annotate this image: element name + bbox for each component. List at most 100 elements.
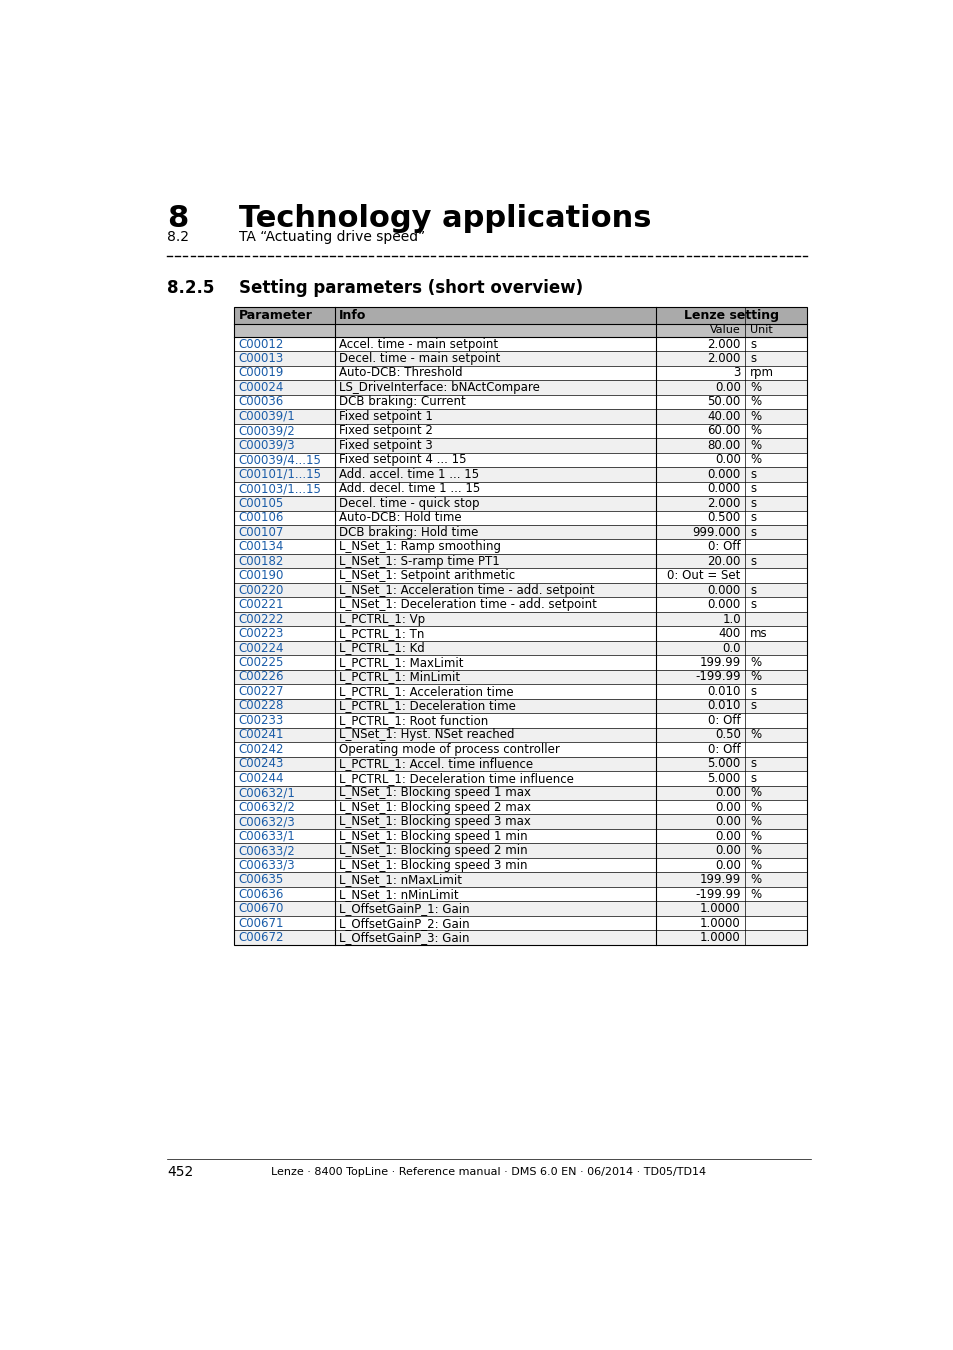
Bar [233, 583, 806, 597]
Bar [233, 351, 806, 366]
Text: L_NSet_1: Blocking speed 3 max: L_NSet_1: Blocking speed 3 max [339, 815, 531, 829]
Text: 50.00: 50.00 [707, 396, 740, 409]
Text: 0: Off: 0: Off [707, 540, 740, 553]
Text: LS_DriveInterface: bNActCompare: LS_DriveInterface: bNActCompare [339, 381, 539, 394]
Text: L_NSet_1: Setpoint arithmetic: L_NSet_1: Setpoint arithmetic [339, 570, 515, 582]
Bar [233, 684, 806, 699]
Bar [233, 930, 806, 945]
Text: C00039/1: C00039/1 [238, 410, 295, 423]
Text: C00039/4...15: C00039/4...15 [238, 454, 321, 466]
Text: s: s [749, 699, 756, 713]
Text: L_NSet_1: Blocking speed 2 min: L_NSet_1: Blocking speed 2 min [339, 844, 527, 857]
Text: 0.00: 0.00 [714, 786, 740, 799]
Text: L_PCTRL_1: Accel. time influence: L_PCTRL_1: Accel. time influence [339, 757, 533, 771]
Text: Operating mode of process controller: Operating mode of process controller [339, 743, 559, 756]
Text: C00106: C00106 [238, 512, 284, 524]
Bar [233, 626, 806, 641]
Text: C00019: C00019 [238, 366, 284, 379]
Text: s: s [749, 468, 756, 481]
Text: L_NSet_1: nMaxLimit: L_NSet_1: nMaxLimit [339, 873, 462, 886]
Bar [233, 439, 806, 452]
Text: s: s [749, 757, 756, 771]
Text: C00633/3: C00633/3 [238, 859, 294, 872]
Bar [233, 381, 806, 394]
Text: %: % [749, 439, 760, 452]
Bar [233, 887, 806, 902]
Text: 20.00: 20.00 [707, 555, 740, 567]
Text: s: s [749, 772, 756, 784]
Text: 0: Off: 0: Off [707, 714, 740, 726]
Text: 8.2.5: 8.2.5 [167, 279, 214, 297]
Text: %: % [749, 424, 760, 437]
Text: 2.000: 2.000 [707, 497, 740, 510]
Text: L_NSet_1: Blocking speed 1 max: L_NSet_1: Blocking speed 1 max [339, 786, 531, 799]
Text: 5.000: 5.000 [707, 757, 740, 771]
Text: Add. accel. time 1 ... 15: Add. accel. time 1 ... 15 [339, 468, 479, 481]
Text: Value: Value [709, 325, 740, 335]
Bar [233, 336, 806, 351]
Bar [233, 554, 806, 568]
Text: Lenze · 8400 TopLine · Reference manual · DMS 6.0 EN · 06/2014 · TD05/TD14: Lenze · 8400 TopLine · Reference manual … [271, 1168, 706, 1177]
Text: rpm: rpm [749, 366, 773, 379]
Text: C00227: C00227 [238, 684, 284, 698]
Bar [233, 713, 806, 728]
Text: s: s [749, 583, 756, 597]
Bar [233, 641, 806, 655]
Bar [233, 756, 806, 771]
Text: C00633/2: C00633/2 [238, 844, 295, 857]
Text: Decel. time - quick stop: Decel. time - quick stop [339, 497, 479, 510]
Bar [233, 482, 806, 495]
Text: L_PCTRL_1: Root function: L_PCTRL_1: Root function [339, 714, 488, 726]
Text: 0.0: 0.0 [721, 641, 740, 655]
Text: Info: Info [339, 309, 366, 321]
Bar [233, 366, 806, 381]
Text: %: % [749, 830, 760, 842]
Text: 199.99: 199.99 [699, 873, 740, 886]
Text: C00221: C00221 [238, 598, 284, 612]
Text: C00012: C00012 [238, 338, 284, 351]
Text: L_NSet_1: Ramp smoothing: L_NSet_1: Ramp smoothing [339, 540, 501, 553]
Text: C00635: C00635 [238, 873, 284, 886]
Text: 0.00: 0.00 [714, 830, 740, 842]
Text: L_NSet_1: Hyst. NSet reached: L_NSet_1: Hyst. NSet reached [339, 729, 515, 741]
Text: C00101/1...15: C00101/1...15 [238, 468, 321, 481]
Text: L_PCTRL_1: Deceleration time influence: L_PCTRL_1: Deceleration time influence [339, 772, 574, 784]
Bar [233, 495, 806, 510]
Text: L_PCTRL_1: Kd: L_PCTRL_1: Kd [339, 641, 425, 655]
Text: C00672: C00672 [238, 931, 284, 944]
Text: C00039/2: C00039/2 [238, 424, 295, 437]
Text: -199.99: -199.99 [695, 671, 740, 683]
Text: s: s [749, 555, 756, 567]
Text: 0.010: 0.010 [707, 699, 740, 713]
Text: C00222: C00222 [238, 613, 284, 625]
Text: C00226: C00226 [238, 671, 284, 683]
Text: L_OffsetGainP_3: Gain: L_OffsetGainP_3: Gain [339, 931, 470, 944]
Text: %: % [749, 801, 760, 814]
Text: C00182: C00182 [238, 555, 284, 567]
Bar [233, 597, 806, 612]
Text: 0.00: 0.00 [714, 381, 740, 394]
Text: 1.0000: 1.0000 [700, 931, 740, 944]
Text: C00670: C00670 [238, 902, 284, 915]
Text: Auto-DCB: Threshold: Auto-DCB: Threshold [339, 366, 462, 379]
Text: L_NSet_1: nMinLimit: L_NSet_1: nMinLimit [339, 887, 458, 900]
Text: C00632/3: C00632/3 [238, 815, 295, 829]
Text: L_NSet_1: Blocking speed 3 min: L_NSet_1: Blocking speed 3 min [339, 859, 527, 872]
Text: 0.000: 0.000 [707, 583, 740, 597]
Bar [233, 510, 806, 525]
Bar [233, 801, 806, 814]
Text: ms: ms [749, 626, 767, 640]
Text: L_NSet_1: S-ramp time PT1: L_NSet_1: S-ramp time PT1 [339, 555, 499, 567]
Bar [233, 424, 806, 439]
Text: %: % [749, 656, 760, 670]
Text: L_PCTRL_1: MinLimit: L_PCTRL_1: MinLimit [339, 671, 460, 683]
Text: %: % [749, 454, 760, 466]
Text: 5.000: 5.000 [707, 772, 740, 784]
Text: C00223: C00223 [238, 626, 284, 640]
Bar [233, 394, 806, 409]
Text: C00039/3: C00039/3 [238, 439, 294, 452]
Bar [233, 915, 806, 930]
Text: %: % [749, 815, 760, 829]
Bar [233, 814, 806, 829]
Text: Unit: Unit [749, 325, 772, 335]
